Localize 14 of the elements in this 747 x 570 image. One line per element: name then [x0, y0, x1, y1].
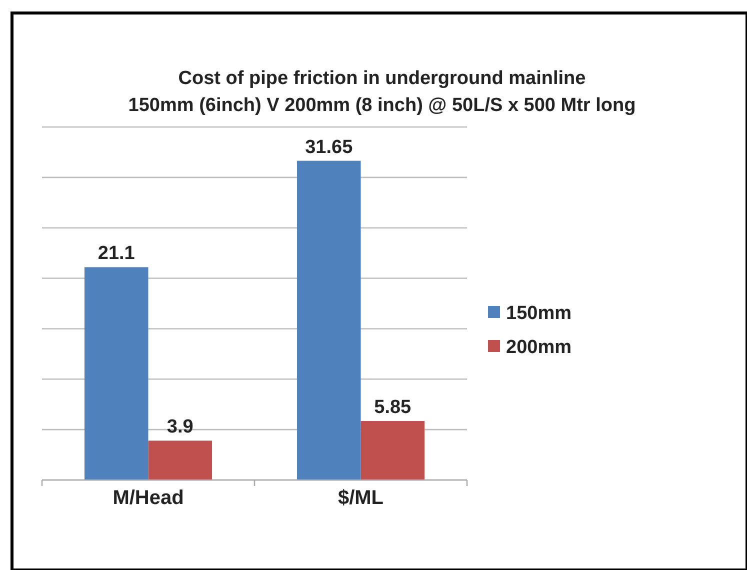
- bar: [148, 440, 212, 480]
- data-label: 31.65: [305, 136, 354, 158]
- bar: [297, 160, 361, 480]
- data-label: 5.85: [374, 397, 412, 418]
- data-label: 3.9: [166, 416, 194, 438]
- legend-label: 150mm: [506, 303, 572, 324]
- data-label: 21.1: [98, 243, 136, 264]
- legend-label: 200mm: [506, 337, 572, 358]
- chart-subtitle: 150mm (6inch) V 200mm (8 inch) @ 50L/S x 500 Mtr long: [128, 95, 636, 116]
- bar: [360, 421, 424, 480]
- chart-title: Cost of pipe friction in underground mainline: [178, 68, 586, 89]
- bar: [84, 267, 148, 480]
- x-tick-label: M/Head: [112, 487, 184, 509]
- x-tick-label: $/ML: [338, 487, 384, 509]
